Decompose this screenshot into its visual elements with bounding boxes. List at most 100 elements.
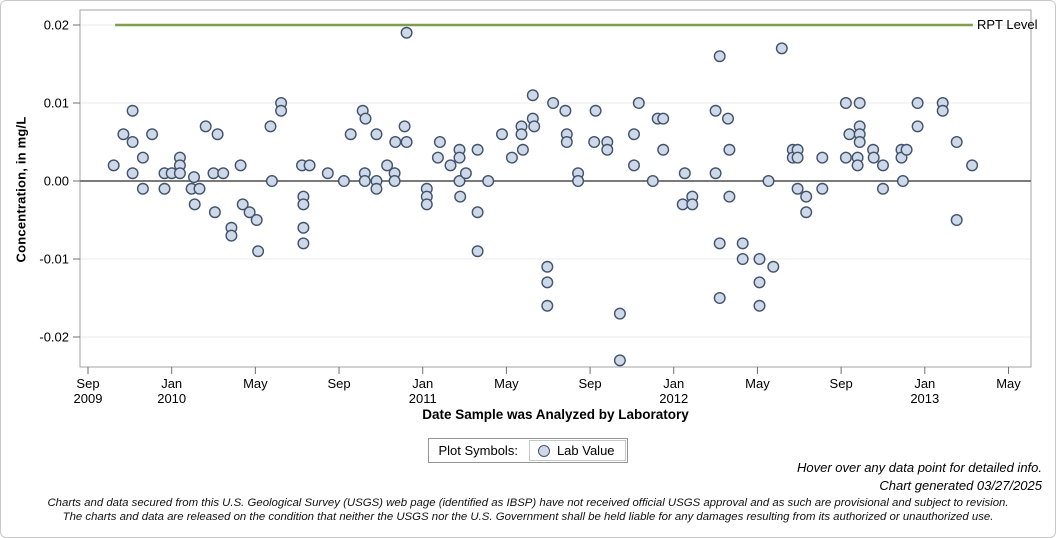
data-point[interactable]: Lab Value: 0 mg/L (2012-11-30): [896, 174, 909, 187]
data-point[interactable]: Lab Value: -0.006 mg/L (2010-07-10): [297, 221, 310, 234]
data-point[interactable]: Lab Value: 0.002 mg/L (2012-11-01): [877, 159, 890, 172]
data-point[interactable]: Lab Value: -0.005 mg/L (2010-05-03): [250, 213, 263, 226]
data-point[interactable]: Lab Value: 0.009 mg/L (2009-11-05): [126, 104, 139, 117]
data-point[interactable]: Lab Value: -0.002 mg/L (2012-07-11): [800, 190, 813, 203]
data-point[interactable]: Lab Value: 0.002 mg/L (2013-03-09): [966, 159, 979, 172]
data-point[interactable]: Lab Value: 0.001 mg/L (2012-03-01): [709, 167, 722, 180]
data-point[interactable]: Lab Value: 0 mg/L (2010-05-25): [265, 174, 278, 187]
data-point[interactable]: Lab Value: 0.01 mg/L (2012-09-28): [853, 96, 866, 109]
data-point[interactable]: Lab Value: 0.011 mg/L (2011-06-09): [526, 89, 539, 102]
data-point[interactable]: Lab Value: 0.005 mg/L (2010-11-22): [389, 135, 402, 148]
data-point[interactable]: Lab Value: 0 mg/L (2011-12-01): [646, 174, 659, 187]
data-point[interactable]: Lab Value: 0 mg/L (2011-02-24): [453, 174, 466, 187]
data-point[interactable]: Lab Value: -0.015 mg/L (2012-03-07): [713, 292, 726, 305]
data-point[interactable]: Lab Value: 0 mg/L (2010-09-08): [337, 174, 350, 187]
data-point[interactable]: Lab Value: 0.002 mg/L (2010-04-10): [234, 159, 247, 172]
data-point[interactable]: Lab Value: 0.019 mg/L (2010-12-08): [400, 26, 413, 39]
data-point[interactable]: Lab Value: 0.007 mg/L (2010-02-20): [199, 120, 212, 133]
data-point[interactable]: Lab Value: 0.016 mg/L (2012-03-07): [713, 50, 726, 63]
data-point[interactable]: Lab Value: 0.009 mg/L (2012-03-01): [709, 104, 722, 117]
data-point[interactable]: Lab Value: -0.003 mg/L (2011-01-07): [420, 198, 433, 211]
data-point[interactable]: Lab Value: 0.009 mg/L (2013-01-27): [936, 104, 949, 117]
data-point[interactable]: Lab Value: 0.01 mg/L (2012-09-08): [839, 96, 852, 109]
data-point[interactable]: Lab Value: 0.003 mg/L (2011-01-23): [431, 151, 444, 164]
data-point[interactable]: Lab Value: 0.017 mg/L (2012-06-06): [775, 42, 788, 55]
data-point[interactable]: Lab Value: 0.002 mg/L (2012-09-25): [851, 159, 864, 172]
data-point[interactable]: Lab Value: 0.01 mg/L (2011-07-08): [547, 96, 560, 109]
data-point[interactable]: Lab Value: 0.002 mg/L (2010-11-10): [381, 159, 394, 172]
data-point[interactable]: Lab Value: 0.001 mg/L (2010-03-15): [217, 167, 230, 180]
data-point[interactable]: Lab Value: 0.001 mg/L (2010-01-13): [173, 167, 186, 180]
data-point[interactable]: Lab Value: -0.009 mg/L (2011-03-20): [471, 245, 484, 258]
data-point[interactable]: Lab Value: -0.008 mg/L (2012-04-10): [736, 237, 749, 250]
data-point[interactable]: Lab Value: 0.002 mg/L (2011-02-11): [444, 159, 457, 172]
data-point[interactable]: Lab Value: -0.001 mg/L (2012-11-01): [877, 182, 890, 195]
data-point[interactable]: Lab Value: -0.004 mg/L (2011-03-20): [471, 206, 484, 219]
data-point[interactable]: Lab Value: -0.01 mg/L (2012-04-10): [736, 252, 749, 265]
data-point[interactable]: Lab Value: 0.007 mg/L (2011-06-11): [528, 120, 541, 133]
data-point[interactable]: Lab Value: 0.003 mg/L (2012-10-18): [867, 151, 880, 164]
data-point[interactable]: Lab Value: 0.004 mg/L (2011-05-25): [516, 143, 529, 156]
data-point[interactable]: Lab Value: -0.007 mg/L (2010-03-27): [225, 229, 238, 242]
data-point[interactable]: Lab Value: 0.006 mg/L (2011-05-23): [515, 128, 528, 141]
data-point[interactable]: Lab Value: 0.006 mg/L (2010-03-07): [211, 128, 224, 141]
data-point[interactable]: Lab Value: -0.002 mg/L (2012-03-21): [723, 190, 736, 203]
data-point[interactable]: Lab Value: 0.003 mg/L (2012-06-29): [791, 151, 804, 164]
data-point[interactable]: Lab Value: 0.003 mg/L (2009-11-20): [136, 151, 149, 164]
data-point[interactable]: Lab Value: 0.006 mg/L (2009-12-03): [146, 128, 159, 141]
data-point[interactable]: Lab Value: 0.003 mg/L (2011-02-24): [453, 151, 466, 164]
data-point[interactable]: Lab Value: 0.001 mg/L (2010-08-15): [321, 167, 334, 180]
data-point[interactable]: Lab Value: 0.009 mg/L (2011-07-26): [559, 104, 572, 117]
data-point[interactable]: Lab Value: -0.016 mg/L (2012-05-04): [753, 299, 766, 312]
data-point[interactable]: Lab Value: -0.023 mg/L (2011-10-14): [613, 354, 626, 367]
data-point[interactable]: Lab Value: 0.001 mg/L (2012-01-17): [678, 167, 691, 180]
data-point[interactable]: Lab Value: 0.01 mg/L (2012-12-21): [911, 96, 924, 109]
data-point[interactable]: Lab Value: -0.005 mg/L (2013-02-17): [950, 213, 963, 226]
data-point[interactable]: Lab Value: 0 mg/L (2011-08-14): [572, 174, 585, 187]
data-point[interactable]: Lab Value: 0.005 mg/L (2011-07-28): [560, 135, 573, 148]
data-point[interactable]: Lab Value: -0.011 mg/L (2012-05-24): [767, 260, 780, 273]
data-point[interactable]: Lab Value: 0 mg/L (2010-10-08): [358, 174, 371, 187]
data-point[interactable]: Lab Value: 0.005 mg/L (2011-01-26): [433, 135, 446, 148]
data-point[interactable]: Lab Value: -0.004 mg/L (2010-03-03): [208, 206, 221, 219]
data-point[interactable]: Lab Value: -0.003 mg/L (2010-02-04): [188, 198, 201, 211]
data-point[interactable]: Lab Value: 0.002 mg/L (2010-07-19): [303, 159, 316, 172]
data-point[interactable]: Lab Value: -0.002 mg/L (2011-02-25): [454, 190, 467, 203]
data-point[interactable]: Lab Value: 0.002 mg/L (2009-10-08): [107, 159, 120, 172]
data-point[interactable]: Lab Value: 0.008 mg/L (2010-10-09): [359, 112, 372, 125]
data-point[interactable]: Lab Value: 0.005 mg/L (2012-09-28): [853, 135, 866, 148]
data-point[interactable]: Lab Value: 0.006 mg/L (2010-10-25): [370, 128, 383, 141]
data-point[interactable]: Lab Value: 0 mg/L (2010-11-21): [388, 174, 401, 187]
data-point[interactable]: Lab Value: -0.001 mg/L (2009-11-20): [136, 182, 149, 195]
data-point[interactable]: Lab Value: -0.001 mg/L (2012-08-04): [816, 182, 829, 195]
data-point[interactable]: Lab Value: 0.0005 mg/L (2010-02-03): [187, 171, 200, 184]
data-point[interactable]: Lab Value: -0.003 mg/L (2010-07-10): [297, 198, 310, 211]
data-point[interactable]: Lab Value: 0.006 mg/L (2012-09-13): [843, 128, 856, 141]
data-point[interactable]: Lab Value: 0.007 mg/L (2012-12-21): [911, 120, 924, 133]
data-point[interactable]: Lab Value: -0.001 mg/L (2010-02-11): [193, 182, 206, 195]
data-point[interactable]: Lab Value: 0.006 mg/L (2009-10-22): [117, 128, 130, 141]
data-point[interactable]: Lab Value: -0.013 mg/L (2011-06-30): [541, 276, 554, 289]
data-point[interactable]: Lab Value: 0 mg/L (2012-05-17): [762, 174, 775, 187]
data-point[interactable]: Lab Value: 0.007 mg/L (2010-05-23): [264, 120, 277, 133]
data-point[interactable]: Lab Value: 0.006 mg/L (2010-09-18): [344, 128, 357, 141]
data-point[interactable]: Lab Value: 0.004 mg/L (2011-03-20): [471, 143, 484, 156]
data-point[interactable]: Lab Value: 0.005 mg/L (2011-09-07): [588, 135, 601, 148]
data-point[interactable]: Lab Value: 0 mg/L (2011-04-05): [482, 174, 495, 187]
data-point[interactable]: Lab Value: -0.004 mg/L (2010-04-23): [243, 206, 256, 219]
data-point[interactable]: Lab Value: -0.004 mg/L (2012-07-11): [800, 206, 813, 219]
data-point[interactable]: Lab Value: 0.003 mg/L (2012-08-04): [816, 151, 829, 164]
data-point[interactable]: Lab Value: 0.001 mg/L (2009-11-05): [126, 167, 139, 180]
data-point[interactable]: Lab Value: 0.003 mg/L (2011-05-09): [505, 151, 518, 164]
data-point[interactable]: Lab Value: 0.001 mg/L (2011-03-03): [459, 167, 472, 180]
data-point[interactable]: Lab Value: 0.005 mg/L (2009-11-05): [126, 135, 139, 148]
data-point[interactable]: Lab Value: -0.016 mg/L (2011-06-30): [541, 299, 554, 312]
data-point[interactable]: Lab Value: 0.003 mg/L (2012-09-08): [839, 151, 852, 164]
data-point[interactable]: Lab Value: -0.017 mg/L (2011-10-14): [613, 307, 626, 320]
data-point[interactable]: Lab Value: -0.003 mg/L (2012-01-28): [686, 198, 699, 211]
data-point[interactable]: Lab Value: 0.004 mg/L (2012-03-21): [723, 143, 736, 156]
data-point[interactable]: Lab Value: -0.011 mg/L (2011-06-30): [541, 260, 554, 273]
data-point[interactable]: Lab Value: 0.002 mg/L (2011-11-04): [628, 159, 641, 172]
data-point[interactable]: Lab Value: -0.001 mg/L (2010-10-25): [370, 182, 383, 195]
data-point[interactable]: Lab Value: -0.003 mg/L (2010-04-13): [236, 198, 249, 211]
